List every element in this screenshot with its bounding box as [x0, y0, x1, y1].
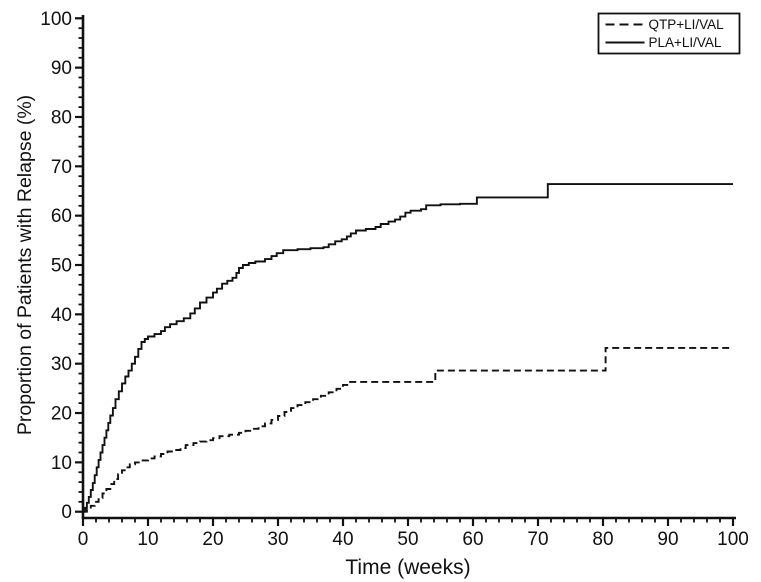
- curve-pla-li-val: [83, 183, 733, 513]
- y-tick-label: 90: [51, 58, 72, 79]
- y-tick-label: 50: [51, 256, 72, 277]
- curve-qtp-li-val: [83, 346, 733, 513]
- x-tick-label: 60: [462, 529, 483, 550]
- x-tick-label: 0: [78, 529, 89, 550]
- x-tick-label: 20: [202, 529, 223, 550]
- x-tick-label: 100: [717, 529, 749, 550]
- x-tick-label: 10: [137, 529, 158, 550]
- x-tick-label: 30: [267, 529, 288, 550]
- legend-label: PLA+LI/VAL: [649, 35, 722, 50]
- y-tick-label: 40: [51, 305, 72, 326]
- y-tick-label: 20: [51, 404, 72, 425]
- y-tick-label: 70: [51, 157, 72, 178]
- y-tick-label: 30: [51, 354, 72, 375]
- y-tick-label: 60: [51, 206, 72, 227]
- x-tick-label: 40: [332, 529, 353, 550]
- y-tick-label: 80: [51, 107, 72, 128]
- y-tick-label: 0: [61, 502, 72, 523]
- chart-generated-layer: 0 10 20 30 40 50 60 70 80 90 100 0 10 20 30 40 50 60 70 80 9…: [40, 9, 749, 550]
- legend-label: QTP+LI/VAL: [649, 17, 725, 32]
- x-tick-label: 70: [527, 529, 548, 550]
- y-axis-title: Proportion of Patients with Relapse (%): [14, 95, 36, 435]
- y-tick-label: 10: [51, 453, 72, 474]
- legend-box: [597, 12, 741, 55]
- x-tick-label: 50: [397, 529, 418, 550]
- x-tick-label: 80: [592, 529, 613, 550]
- x-tick-label: 90: [657, 529, 678, 550]
- y-tick-label: 100: [40, 9, 72, 30]
- x-axis-title: Time (weeks): [345, 556, 470, 579]
